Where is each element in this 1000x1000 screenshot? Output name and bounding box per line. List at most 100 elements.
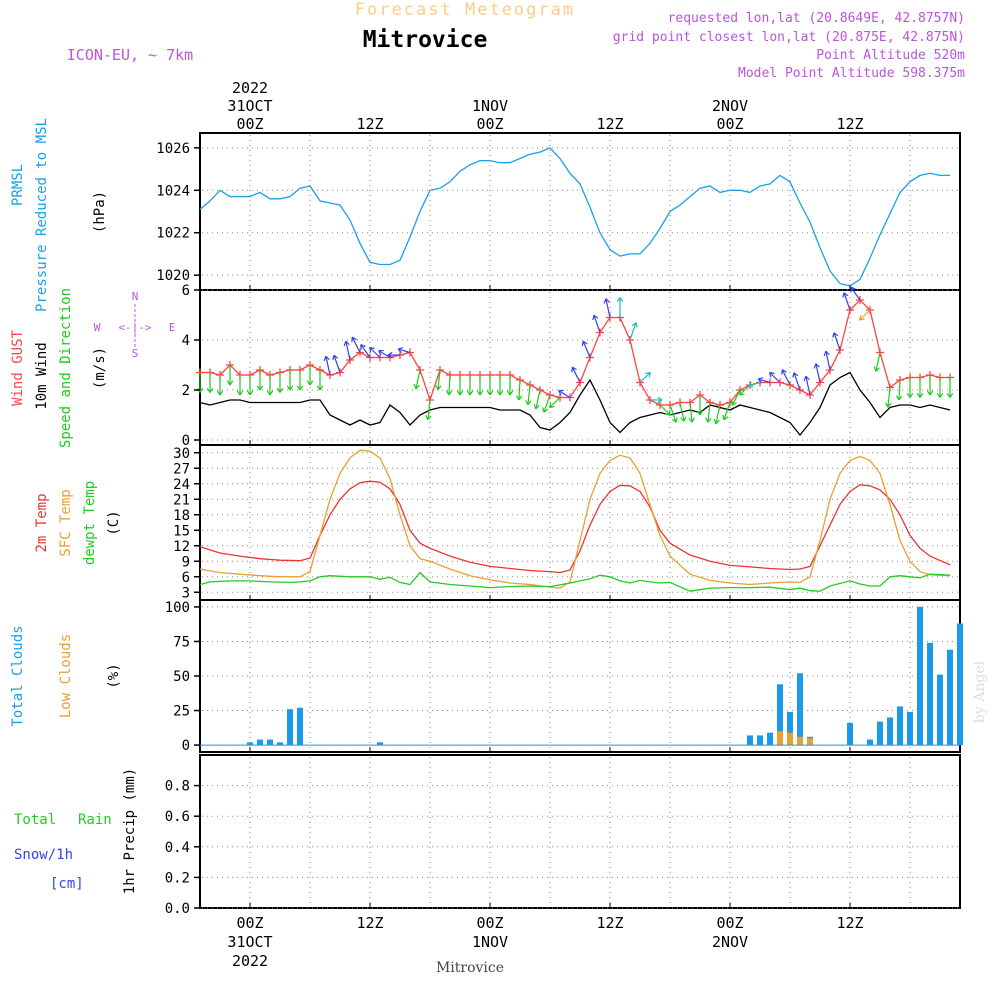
- wind-arrow: [427, 399, 431, 420]
- bottom-time-label: 12Z: [356, 914, 383, 932]
- wind-arrow: [378, 350, 391, 359]
- wind-arrow: [448, 374, 451, 395]
- wind-arrow-head: [216, 390, 224, 396]
- wind-arrow: [549, 397, 561, 408]
- series-line-sfc-temp: [199, 449, 951, 589]
- wind-arrow: [571, 366, 581, 383]
- wind-arrow: [825, 351, 831, 371]
- wind-arrow-head: [236, 390, 244, 396]
- wind-arrow-head: [542, 407, 549, 413]
- wind-arrow: [689, 402, 693, 423]
- wind-arrow-head: [769, 371, 775, 378]
- bottom-time-label: 12Z: [836, 914, 863, 932]
- wind-arrow-head: [873, 366, 880, 372]
- wind-arrow: [325, 356, 331, 376]
- wind-arrow-head: [885, 402, 892, 408]
- wind-arrow: [639, 372, 651, 383]
- wind-arrow-head: [435, 384, 442, 391]
- top-time-label: 12Z: [596, 115, 623, 133]
- bottom-time-label: 2022: [232, 952, 268, 970]
- gridpoint-coords: grid point closest lon,lat (20.875E, 42.…: [613, 30, 965, 45]
- wind-arrow-head: [456, 390, 464, 396]
- cloud-bar-total-clouds: [797, 673, 803, 746]
- wind-arrow: [843, 292, 851, 311]
- wind-label-2: 10m Wind: [34, 342, 50, 409]
- ytick-label: 15: [173, 523, 190, 539]
- precip-ylabel: Total Rain Snow/1h [cm] 1hr Precip (mm): [14, 768, 138, 894]
- ytick-label: 2: [182, 383, 190, 399]
- wind-arrow-head: [256, 385, 264, 391]
- wind-arrow-head: [533, 403, 540, 410]
- wind-arrow: [669, 404, 677, 423]
- cloud-bar-total-clouds: [917, 606, 923, 746]
- wind-arrow: [582, 340, 591, 358]
- wind-arrow-head: [506, 390, 514, 396]
- ytick-label: 1022: [156, 226, 190, 242]
- wind-arrow: [898, 379, 901, 400]
- compass-arrows: <-|->: [118, 321, 151, 334]
- cloud-bar-total-clouds: [927, 642, 933, 746]
- wind-arrow: [707, 402, 711, 423]
- cloud-bar-total-clouds: [277, 742, 283, 746]
- grid-lines: [202, 135, 958, 909]
- cloud-bar-total-clouds: [897, 706, 903, 746]
- ytick-label: 18: [173, 508, 190, 524]
- wind-arrow: [398, 348, 411, 354]
- wind-arrow-head: [688, 417, 695, 423]
- wind-arrow-head: [823, 350, 830, 357]
- wind-arrow-head: [425, 414, 432, 421]
- wind-arrow-head: [657, 396, 663, 404]
- precip-legend-snow: Snow/1h: [14, 847, 73, 863]
- wind-arrow-head: [926, 390, 934, 396]
- series-line-wind-gust: [200, 299, 950, 406]
- ytick-label: 0: [182, 433, 190, 449]
- cloud-bar-total-clouds: [297, 707, 303, 746]
- wind-arrow: [333, 354, 341, 373]
- clouds-label-1: Total Clouds: [10, 625, 26, 726]
- wind-arrow: [731, 389, 741, 406]
- wind-arrow-head: [496, 390, 504, 396]
- wind-arrow-head: [705, 417, 712, 423]
- wind-arrow-head: [859, 314, 865, 321]
- wind-arrow-head: [206, 387, 214, 393]
- wind-arrow-head: [631, 322, 638, 328]
- precip-legend-rain: Rain: [78, 812, 112, 828]
- wind-arrow-head: [895, 395, 903, 401]
- compass-rose: N W <-|-> E S: [94, 290, 176, 360]
- ytick-label: 100: [165, 600, 190, 616]
- wind-arrow-head: [781, 369, 787, 375]
- top-time-label: 00Z: [476, 115, 503, 133]
- ytick-label: 6: [182, 570, 190, 586]
- wind-arrow: [629, 322, 637, 341]
- wind-arrow-head: [722, 414, 729, 421]
- ytick-label: 30: [173, 446, 190, 462]
- wind-arrow-head: [581, 340, 588, 347]
- wind-arrow-head: [739, 389, 745, 396]
- wind-arrow-head: [558, 389, 564, 396]
- top-time-label: 2NOV: [712, 97, 748, 115]
- wind-arrow: [558, 390, 571, 399]
- wind-arrow-head: [813, 363, 820, 369]
- temp-panel: [199, 444, 961, 601]
- wind-arrow-head: [671, 417, 678, 423]
- temp-label-2: SFC Temp: [58, 489, 74, 556]
- wind-arrow-head: [616, 297, 624, 303]
- precip-unit: 1hr Precip (mm): [122, 768, 138, 894]
- wind-arrow-head: [571, 366, 577, 373]
- wind-arrow: [805, 376, 811, 396]
- wind-arrow-head: [803, 375, 810, 382]
- top-time-label: 12Z: [356, 115, 383, 133]
- wind-arrow-head: [515, 395, 523, 401]
- pressure-label-1: PRMSL: [10, 164, 26, 206]
- cloud-bar-total-clouds: [377, 742, 383, 746]
- ytick-label: 27: [173, 461, 190, 477]
- wind-arrow-head: [378, 349, 384, 356]
- wind-arrow: [875, 352, 881, 372]
- wind-arrow: [437, 369, 441, 390]
- temp-label-1: 2m Temp: [34, 493, 50, 552]
- clouds-ylabel: Total Clouds Low Clouds (%): [10, 625, 122, 726]
- wind-arrow-head: [946, 392, 954, 398]
- wind-arrow-head: [387, 351, 393, 359]
- wind-arrow-head: [592, 314, 599, 321]
- wind-arrow-head: [246, 390, 254, 396]
